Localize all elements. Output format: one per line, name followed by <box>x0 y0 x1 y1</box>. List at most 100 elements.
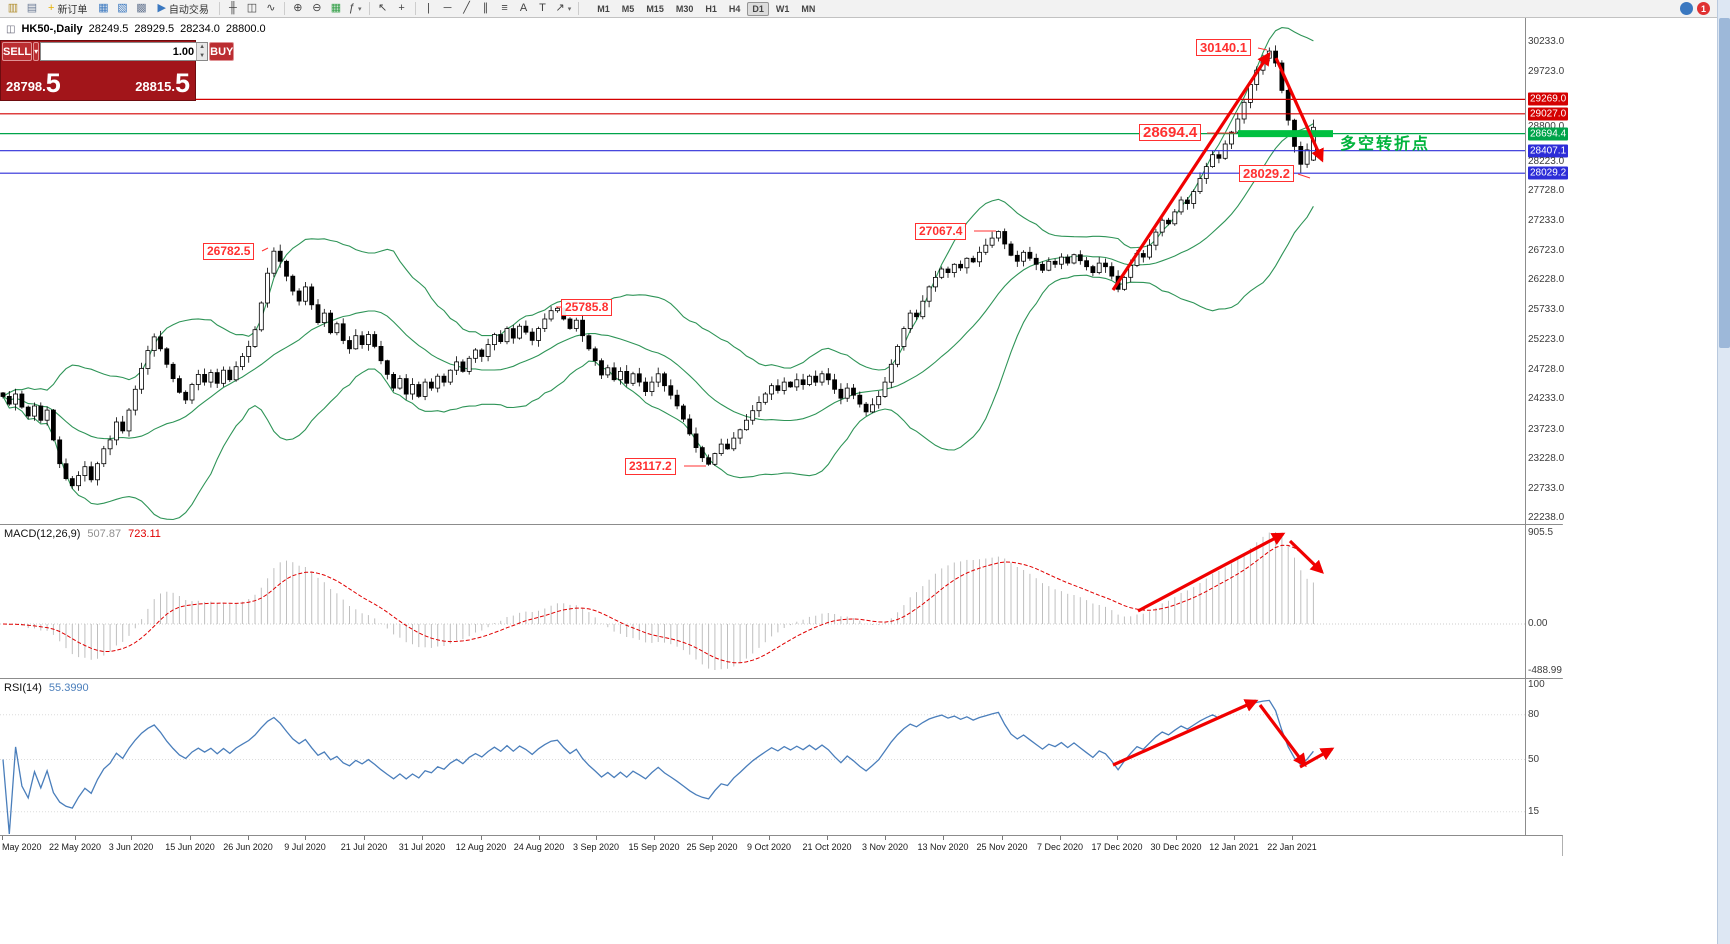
candle <box>208 372 214 383</box>
vertical-scrollbar[interactable] <box>1717 0 1730 944</box>
price-callout-label[interactable]: 23117.2 <box>625 458 676 475</box>
time-tick <box>422 836 423 840</box>
macd-trend-arrow-1[interactable] <box>1137 532 1286 613</box>
price-callout-label[interactable]: 30140.1 <box>1196 39 1251 56</box>
candle <box>1071 254 1077 264</box>
candle <box>151 336 157 351</box>
crosshair-tool-button[interactable]: + <box>393 1 411 17</box>
tile-windows-button[interactable]: ▦ <box>327 1 345 17</box>
line-chart-mode-button[interactable]: ∿ <box>262 1 280 17</box>
fibonacci-tool-button[interactable]: ≡ <box>496 1 514 17</box>
turning-point-label[interactable]: 多空转折点 <box>1340 136 1431 153</box>
time-axis[interactable]: May 2020 22 May 2020 3 Jun 2020 15 Jun 2020… <box>0 835 1563 856</box>
fibonacci-tool-icon: ≡ <box>501 2 508 14</box>
macd-axis[interactable]: 905.5 0.00 -488.99 <box>1525 525 1563 678</box>
indicators-list-dropdown-caret[interactable]: ▾ <box>358 5 362 13</box>
text-label-tool-button[interactable]: T <box>534 1 552 17</box>
timeframe-m5-button[interactable]: M5 <box>621 3 635 14</box>
candle <box>82 466 88 477</box>
timeframe-mn-button[interactable]: MN <box>801 3 816 14</box>
buy-price-main: 28815. <box>135 79 175 94</box>
text-tool-button[interactable]: A <box>515 1 533 17</box>
rsi-axis[interactable]: 100 80 50 15 <box>1525 679 1563 835</box>
candle <box>126 409 132 432</box>
candle <box>107 439 113 450</box>
price-axis-label: 28800.0 <box>1528 121 1564 133</box>
candle <box>6 395 12 405</box>
timeframe-m1-button[interactable]: M1 <box>597 3 610 14</box>
timeframe-m15-button[interactable]: M15 <box>646 3 664 14</box>
candle <box>781 381 787 391</box>
arrows-tool-dropdown-caret[interactable]: ▾ <box>567 5 572 13</box>
trendline-tool-button[interactable]: ╱ <box>458 1 476 17</box>
zoom-in-button[interactable]: ⊕ <box>289 1 307 17</box>
price-trend-arrow-1[interactable] <box>1111 51 1271 291</box>
callout-pointer-line <box>261 247 269 252</box>
time-axis-label: 12 Aug 2020 <box>455 842 507 852</box>
candle <box>611 367 617 381</box>
candle <box>888 363 894 383</box>
price-callout-label[interactable]: 28029.2 <box>1239 165 1294 182</box>
zoom-out-button[interactable]: ⊖ <box>308 1 326 17</box>
bar-chart-mode-button[interactable]: ╫ <box>224 1 242 17</box>
timeframe-d1-button[interactable]: D1 <box>747 1 769 16</box>
time-axis-label: 21 Oct 2020 <box>802 842 852 852</box>
rsi-trend-arrow-3[interactable] <box>1299 747 1335 769</box>
rsi-canvas[interactable] <box>0 679 1525 835</box>
equidistant-channel-tool-button[interactable]: ∥ <box>477 1 495 17</box>
macd-trend-arrow-2[interactable] <box>1288 539 1324 574</box>
scrollbar-thumb[interactable] <box>1719 18 1730 348</box>
rsi-trend-arrow-2[interactable] <box>1258 704 1307 768</box>
indicators-list-button[interactable]: ƒ ▾ <box>346 1 365 17</box>
arrows-tool-button[interactable]: ↗ ▾ <box>553 1 575 17</box>
volume-increase-button[interactable]: ▲ <box>196 43 208 52</box>
timeframe-m30-button[interactable]: M30 <box>675 3 694 14</box>
sell-button[interactable]: SELL <box>2 42 33 61</box>
candle <box>725 443 730 450</box>
candle <box>491 334 497 346</box>
candle <box>120 421 126 432</box>
terminal-button[interactable]: ▩ <box>132 1 150 17</box>
timeframe-h4-button[interactable]: H4 <box>728 3 741 14</box>
volume-decrease-button[interactable]: ▼ <box>196 51 208 60</box>
candle <box>744 419 749 431</box>
candle <box>775 385 781 391</box>
time-axis-label: 31 Jul 2020 <box>398 842 446 852</box>
data-window-button[interactable]: ▧ <box>113 1 131 17</box>
candle <box>1178 199 1184 213</box>
price-axis[interactable]: 30233.0 29723.0 29269.029027.028800.028694… <box>1525 18 1569 524</box>
volume-input[interactable] <box>41 43 197 60</box>
price-callout-label[interactable]: 26782.5 <box>203 243 255 260</box>
macd-indicator-name: MACD(12,26,9) <box>4 528 81 540</box>
price-callout-label[interactable]: 27067.4 <box>915 223 967 240</box>
price-callout-label[interactable]: 25785.8 <box>561 299 613 316</box>
main-chart-canvas[interactable] <box>0 18 1525 524</box>
price-callout-label[interactable]: 28694.4 <box>1139 124 1202 141</box>
candlestick-chart-mode-button[interactable]: ◫ <box>243 1 261 17</box>
auto-trading-button[interactable]: ▶ 自动交易 <box>151 1 214 17</box>
price-trend-arrow-2[interactable] <box>1274 57 1324 163</box>
timeframe-h1-button[interactable]: H1 <box>705 3 717 14</box>
macd-canvas[interactable] <box>0 525 1525 678</box>
trade-options-caret[interactable]: ▾ <box>33 42 40 61</box>
notification-badge[interactable]: 1 <box>1697 2 1710 15</box>
cursor-tool-button[interactable]: ↖ <box>374 1 392 17</box>
time-tick <box>2 836 3 840</box>
candle <box>567 318 573 329</box>
timeframe-w1-button[interactable]: W1 <box>775 3 790 14</box>
candle <box>378 345 384 362</box>
candle <box>57 439 63 465</box>
horizontal-line-tool-button[interactable]: ─ <box>439 1 457 17</box>
rsi-trend-arrow-1[interactable] <box>1112 699 1259 767</box>
candle <box>907 312 913 330</box>
buy-button[interactable]: BUY <box>209 42 235 61</box>
candle <box>662 373 667 387</box>
new-order-button[interactable]: + 新订单 <box>42 1 93 17</box>
market-watch-button[interactable]: ▦ <box>94 1 112 17</box>
vertical-line-tool-button[interactable]: | <box>420 1 438 17</box>
new-chart-button[interactable]: ▥ <box>4 1 22 17</box>
chart-profiles-button[interactable]: ▤ <box>23 1 41 17</box>
candle <box>825 373 831 381</box>
candle <box>19 393 25 408</box>
community-icon[interactable] <box>1680 2 1693 15</box>
